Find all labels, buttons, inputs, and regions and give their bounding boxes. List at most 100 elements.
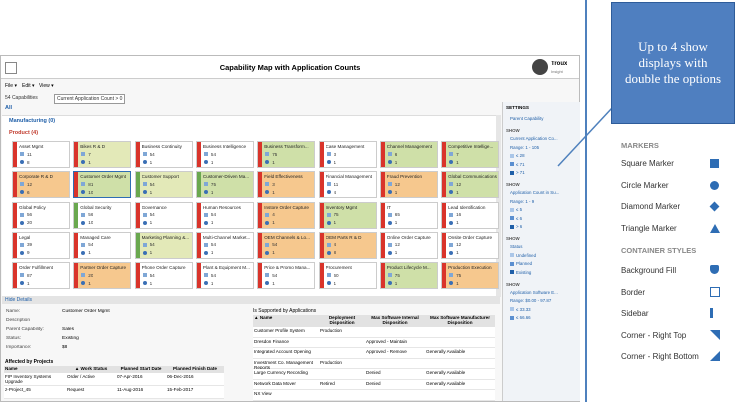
circle-count: 1 (333, 280, 337, 286)
square-count: 20 (88, 272, 94, 278)
square-count: 11 (27, 151, 32, 157)
capability-tile[interactable]: Multi-Channel Market... 54 1 (195, 231, 254, 259)
menu-icon[interactable] (5, 62, 17, 74)
circle-count: 10 (88, 220, 94, 226)
capability-tile[interactable]: Product Lifecycle M... 75 1 (379, 262, 438, 290)
square-marker (387, 242, 392, 247)
square-marker (20, 182, 24, 187)
legend-swatch (510, 270, 514, 275)
capability-tile[interactable]: Asset Mgmt 11 8 (12, 141, 70, 168)
table-row (253, 358, 495, 369)
tile-sidebar (13, 142, 17, 167)
tile-sidebar (196, 142, 201, 167)
capability-tile[interactable]: Order Fulfillment 87 1 (12, 262, 70, 290)
tile-sidebar (74, 263, 79, 289)
table-cell: Request (67, 387, 85, 392)
setting-item: Existing (516, 269, 532, 275)
capability-tile[interactable]: Global Policy 56 20 (12, 201, 70, 229)
setting-item: Application Software E... (510, 290, 558, 295)
square-marker (449, 182, 454, 187)
capability-tile[interactable]: Competitive Intellige... 7 1 (441, 141, 500, 168)
circle-marker (449, 281, 454, 286)
menu: Edit ▾ (22, 83, 35, 89)
circle-count: 9 (27, 250, 30, 256)
logo-sub: Insight (551, 69, 563, 74)
capability-tile[interactable]: Case Management 3 1 (318, 141, 377, 168)
capability-tile[interactable]: Online Order Capture 12 1 (379, 231, 438, 259)
capability-tile[interactable]: Global Communications 12 1 (441, 171, 500, 199)
hide-details[interactable]: Hide Details (5, 297, 32, 303)
table-cell: Generally Available (426, 370, 466, 375)
legend-swatch (510, 307, 514, 312)
capability-tile[interactable]: Instore Order Capture 4 1 (257, 201, 316, 229)
capability-tile[interactable]: OEM Parts R & D 4 8 (318, 231, 377, 259)
table-cell: 06-Dec-2016 (167, 374, 194, 379)
capability-tile[interactable]: Inventory Mgmt 75 1 (318, 201, 377, 229)
capability-tile[interactable]: Production Execution 75 1 (441, 262, 500, 290)
capability-tile[interactable]: Governance 54 1 (134, 201, 193, 229)
square-count: 54 (210, 212, 217, 218)
capability-tile[interactable]: Onsite Order Capture 12 1 (441, 231, 500, 259)
capability-tile[interactable]: Human Resources 54 1 (195, 201, 254, 229)
circle-count: 1 (394, 189, 398, 195)
capability-tile[interactable]: Fraud Prevention 12 1 (379, 171, 438, 199)
capability-tile[interactable]: Bikes R & D 7 1 (73, 141, 132, 168)
capability-tile[interactable]: Global Security 56 10 (73, 201, 132, 229)
square-marker (265, 242, 270, 247)
square-marker (20, 212, 24, 217)
circle-count: 1 (394, 220, 398, 226)
legend-label: Circle Marker (621, 180, 669, 190)
circle-marker (20, 250, 24, 255)
capability-tile[interactable]: Business Transform... 75 1 (257, 141, 316, 168)
tile-sidebar (442, 202, 447, 228)
capability-tile[interactable]: Business Intelligence 54 1 (195, 141, 254, 168)
capability-tile[interactable]: Channel Management 6 1 (379, 141, 438, 168)
capability-tile[interactable]: Plant & Equipment M... 54 1 (195, 262, 254, 290)
tile-name: Channel Management (386, 144, 432, 149)
capability-tile[interactable]: Legal 39 9 (12, 231, 70, 259)
capability-tile[interactable]: Financial Management 11 4 (318, 171, 377, 199)
capability-tile[interactable]: Business Continuity 54 1 (134, 141, 193, 168)
capability-tile[interactable]: Price & Promo Mana... 54 1 (257, 262, 316, 290)
square-marker (449, 242, 454, 247)
capability-tile[interactable]: Marketing Planning &... 54 1 (134, 231, 193, 259)
table-cell: 11-Aug-2016 (117, 387, 144, 392)
table-row (4, 386, 224, 399)
capability-tile[interactable]: Customer Support 54 1 (134, 171, 193, 199)
tile-sidebar (442, 142, 447, 167)
tile-name: Legal (19, 234, 31, 240)
circle-count: 1 (149, 220, 153, 226)
capability-tile[interactable]: Customer-Driven Ma... 75 1 (195, 171, 254, 199)
capability-tile[interactable]: Field Effectiveness 3 1 (257, 171, 316, 199)
capability-tile[interactable]: Corporate R & D 12 6 (12, 171, 70, 199)
circle-marker (449, 160, 454, 164)
capability-tile[interactable]: Managed Care 54 1 (73, 231, 132, 259)
table-cell: Denied (366, 370, 381, 375)
square-marker (326, 273, 331, 278)
circle-marker (387, 250, 392, 255)
circle-marker (203, 220, 208, 225)
square-count: 87 (27, 272, 33, 278)
legend-heading: MARKERS (621, 141, 659, 150)
tile-sidebar (74, 232, 79, 258)
capability-tile[interactable]: Customer Order Mgmt 81 10 (73, 171, 132, 199)
setting-item: ≤ 33.33 (516, 306, 531, 312)
capability-tile[interactable]: OEM Channels & Lo... 54 1 (257, 231, 316, 259)
detail-label: Status: (6, 336, 21, 341)
square-marker (203, 273, 208, 278)
square-count: 54 (210, 151, 217, 157)
capability-tile[interactable]: Partner Order Capture 20 1 (73, 262, 132, 290)
circle-marker (203, 190, 208, 195)
capability-tile[interactable]: Lead Identification 16 1 (441, 201, 500, 229)
menu: File ▾ (5, 83, 17, 89)
tile-sidebar (442, 263, 447, 289)
filter-chip[interactable]: Current Application Count > 0 (54, 94, 126, 104)
circle-count: 1 (272, 250, 275, 256)
capability-tile[interactable]: IT 65 1 (379, 201, 438, 229)
column-header: Max Software Internal Disposition (365, 315, 425, 327)
tile-name: Field Effectiveness (264, 174, 303, 180)
square-count: 11 (333, 181, 339, 187)
capability-tile[interactable]: Procurement 60 1 (318, 262, 377, 290)
tab[interactable]: All (5, 105, 13, 111)
capability-tile[interactable]: Phone Order Capture 54 1 (134, 262, 193, 290)
